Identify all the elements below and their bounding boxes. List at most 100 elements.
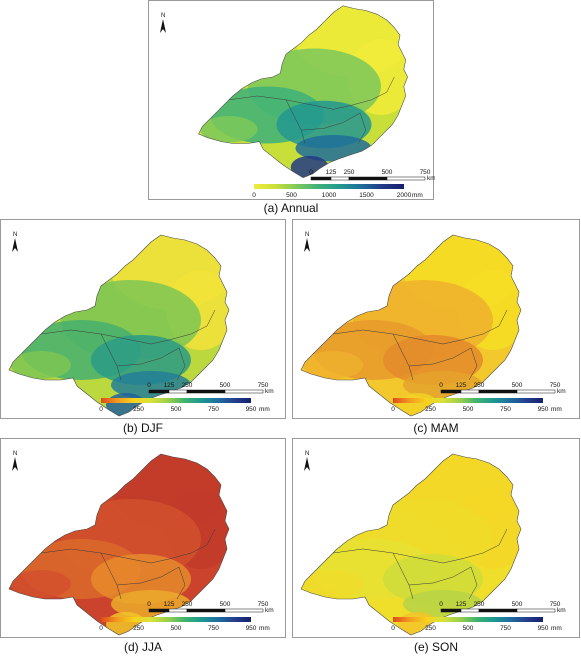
colorbar-tick-label: 250 — [425, 406, 436, 413]
scale-segment — [148, 389, 170, 394]
scale-segment — [186, 608, 226, 613]
state-border — [228, 95, 334, 110]
scale-tick-label: 750 — [258, 382, 269, 389]
caption-son: (e) SON — [413, 640, 458, 654]
colorbar-tick-label: 750 — [500, 406, 511, 413]
scale-tick-label: 250 — [182, 382, 193, 389]
state-border — [285, 99, 306, 144]
state-border — [392, 333, 414, 381]
region-outline — [8, 234, 230, 417]
scale-segment — [478, 389, 518, 394]
scale-segment — [224, 389, 264, 394]
scale-segment — [148, 608, 170, 613]
scale-tick-label: 750 — [550, 382, 561, 389]
scale-tick-label: 0 — [439, 382, 443, 389]
colorbar-tick-label: 750 — [208, 625, 219, 632]
map-panel-jja: N 0 125 250 500 750 km 0 250 500 750 950 mm — [0, 438, 286, 638]
caption-jja: (d) JJA — [123, 640, 162, 654]
scale-tick-label: 500 — [220, 382, 231, 389]
north-label: N — [161, 13, 165, 19]
scale-segment — [440, 608, 462, 613]
colorbar-tick-label: 950 — [538, 406, 549, 413]
scale-unit: km — [557, 607, 566, 614]
scale-tick-label: 750 — [550, 601, 561, 608]
colorbar-unit: mm — [259, 625, 270, 632]
colorbar-tick-label: 250 — [425, 625, 436, 632]
colorbar-ramp — [101, 398, 251, 403]
state-border — [408, 347, 472, 367]
colorbar-tick-label: 1500 — [359, 192, 374, 199]
colorbar-tick-label: 0 — [391, 625, 395, 632]
scale-tick-label: 500 — [512, 382, 523, 389]
state-border — [301, 112, 361, 131]
map-zone — [11, 570, 71, 598]
state-border — [408, 566, 472, 586]
scale-segment — [310, 176, 332, 181]
colorbar: 0 250 500 750 950 mm — [391, 398, 562, 413]
map-zone — [11, 351, 71, 379]
scale-tick-label: 125 — [456, 601, 467, 608]
colorbar: 0 250 500 750 950 mm — [99, 398, 270, 413]
scale-segment — [330, 176, 350, 181]
colorbar-tick-label: 950 — [246, 625, 257, 632]
map-panel-djf: N 0 125 250 500 750 km 0 250 500 750 950 mm — [0, 219, 286, 419]
region-outline — [300, 453, 522, 636]
scale-unit: km — [557, 388, 566, 395]
north-arrow-icon: N — [304, 232, 310, 252]
colorbar-tick-label: 2000 — [397, 192, 412, 199]
colorbar-unit: mm — [259, 406, 270, 413]
state-border — [150, 528, 216, 564]
map-zone — [303, 351, 363, 379]
scale-tick-label: 500 — [220, 601, 231, 608]
north-label: N — [305, 232, 309, 238]
scale-segment — [224, 608, 264, 613]
scale-tick-label: 125 — [164, 601, 175, 608]
scale-segment — [168, 389, 188, 394]
scale-tick-label: 250 — [344, 169, 355, 176]
region-outline — [198, 5, 408, 179]
state-border — [333, 76, 395, 110]
colorbar-tick-label: 950 — [246, 406, 257, 413]
scale-segment — [460, 389, 480, 394]
north-arrow-icon: N — [12, 232, 18, 252]
scale-tick-label: 250 — [182, 601, 193, 608]
scale-tick-label: 125 — [164, 382, 175, 389]
colorbar-tick-label: 950 — [538, 625, 549, 632]
colorbar-ramp — [393, 398, 543, 403]
region-outline — [8, 453, 230, 636]
scale-tick-label: 750 — [420, 169, 431, 176]
state-border — [150, 309, 216, 345]
colorbar: 0 250 500 750 950 mm — [99, 617, 270, 632]
caption-annual: (a) Annual — [263, 201, 319, 215]
colorbar-tick-label: 1000 — [322, 192, 337, 199]
scale-tick-label: 125 — [326, 169, 337, 176]
scale-tick-label: 125 — [456, 382, 467, 389]
colorbar: 0 250 500 750 950 mm — [391, 617, 562, 632]
colorbar-tick-label: 0 — [252, 192, 256, 199]
north-label: N — [13, 451, 17, 457]
scale-unit: km — [265, 607, 274, 614]
scale-segment — [440, 389, 462, 394]
caption-djf: (b) DJF — [123, 421, 163, 435]
scale-tick-label: 750 — [258, 601, 269, 608]
state-border — [176, 347, 186, 381]
colorbar-tick-label: 500 — [171, 406, 182, 413]
scale-tick-label: 0 — [147, 382, 151, 389]
scale-tick-label: 250 — [474, 601, 485, 608]
colorbar: 0 500 1000 1500 2000 mm — [252, 184, 423, 199]
state-border — [468, 347, 478, 381]
scale-segment — [186, 389, 226, 394]
state-border — [468, 566, 478, 600]
north-arrow-icon: N — [12, 451, 18, 471]
colorbar-ramp — [101, 617, 251, 622]
scale-segment — [348, 176, 388, 181]
map-panel-mam: N 0 125 250 500 750 km 0 250 500 750 950 mm — [292, 219, 580, 419]
